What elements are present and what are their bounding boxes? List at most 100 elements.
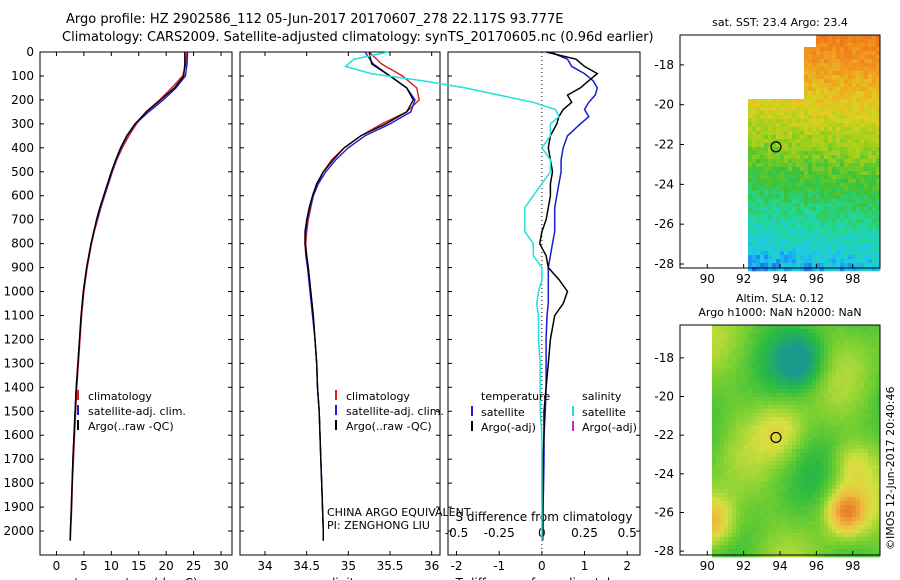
sla-map-cell bbox=[780, 385, 785, 390]
sla-map-cell bbox=[876, 369, 881, 374]
sst-map-cell bbox=[828, 35, 833, 40]
sla-map-cell bbox=[760, 365, 765, 370]
sst-map-cell bbox=[824, 107, 829, 112]
sla-map-cell bbox=[712, 429, 717, 434]
sst-map-cell bbox=[768, 119, 773, 124]
sla-map-cell bbox=[756, 481, 761, 486]
sla-map-cell bbox=[868, 449, 873, 454]
sla-map-cell bbox=[756, 353, 761, 358]
sst-map-cell bbox=[860, 127, 865, 132]
sla-map-cell bbox=[752, 401, 757, 406]
sla-map-cell bbox=[876, 513, 881, 518]
sla-map-cell bbox=[804, 329, 809, 334]
sla-map-cell bbox=[760, 377, 765, 382]
sst-map-cell bbox=[796, 159, 801, 164]
sst-map-cell bbox=[876, 191, 881, 196]
sla-map-cell bbox=[720, 529, 725, 534]
sst-map-cell bbox=[844, 203, 849, 208]
sst-map-cell bbox=[872, 239, 877, 244]
sla-map-cell bbox=[840, 513, 845, 518]
sst-map-cell bbox=[840, 155, 845, 160]
sla-map-cell bbox=[876, 473, 881, 478]
sst-map-cell bbox=[804, 239, 809, 244]
sla-map-cell bbox=[796, 409, 801, 414]
depth-tick-label: 1600 bbox=[3, 428, 34, 442]
sst-map-cell bbox=[816, 159, 821, 164]
sla-map-cell bbox=[764, 441, 769, 446]
sst-map-cell bbox=[784, 139, 789, 144]
sla-map-cell bbox=[732, 417, 737, 422]
sla-map-cell bbox=[804, 349, 809, 354]
sst-map-cell bbox=[828, 143, 833, 148]
sst-map-cell bbox=[764, 235, 769, 240]
sst-map-cell bbox=[832, 267, 837, 272]
sla-map-cell bbox=[800, 325, 805, 330]
sst-map-cell bbox=[836, 107, 841, 112]
sla-map-cell bbox=[876, 421, 881, 426]
sla-map-cell bbox=[716, 401, 721, 406]
sla-map-cell bbox=[876, 345, 881, 350]
sst-map-cell bbox=[820, 39, 825, 44]
sst-map-cell bbox=[832, 235, 837, 240]
sst-map-cell bbox=[868, 99, 873, 104]
sla-map-cell bbox=[744, 337, 749, 342]
sla-map-cell bbox=[860, 505, 865, 510]
sst-map-cell bbox=[848, 39, 853, 44]
sst-map-cell bbox=[836, 243, 841, 248]
sla-map-cell bbox=[824, 477, 829, 482]
sla-map-cell bbox=[712, 525, 717, 530]
sla-map-cell bbox=[844, 417, 849, 422]
sla-map-cell bbox=[844, 469, 849, 474]
sst-map-cell bbox=[856, 175, 861, 180]
sst-map-cell bbox=[816, 111, 821, 116]
sst-map-cell bbox=[876, 199, 881, 204]
sla-map-cell bbox=[824, 453, 829, 458]
sla-map-cell bbox=[712, 333, 717, 338]
sla-map-cell bbox=[848, 417, 853, 422]
sla-map-cell bbox=[772, 393, 777, 398]
sla-map-cell bbox=[780, 453, 785, 458]
sla-map-cell bbox=[800, 533, 805, 538]
sst-map-cell bbox=[788, 171, 793, 176]
sla-map-cell bbox=[800, 473, 805, 478]
sst-map-cell bbox=[856, 143, 861, 148]
sst-map-cell bbox=[852, 143, 857, 148]
sla-map-cell bbox=[768, 429, 773, 434]
sla-map-cell bbox=[820, 481, 825, 486]
sst-map-cell bbox=[856, 179, 861, 184]
sla-map-cell bbox=[860, 461, 865, 466]
sla-map-cell bbox=[768, 501, 773, 506]
sla-map-cell bbox=[724, 449, 729, 454]
sla-map-cell bbox=[860, 517, 865, 522]
sla-map-cell bbox=[836, 345, 841, 350]
sla-map-cell bbox=[736, 509, 741, 514]
sst-map-cell bbox=[860, 79, 865, 84]
sla-map-cell bbox=[752, 481, 757, 486]
sla-map-cell bbox=[736, 469, 741, 474]
sst-map-cell bbox=[852, 207, 857, 212]
sst-map-cell bbox=[772, 123, 777, 128]
sst-map-cell bbox=[812, 131, 817, 136]
sla-map-cell bbox=[772, 493, 777, 498]
sst-map-cell bbox=[852, 159, 857, 164]
sla-map-cell bbox=[832, 453, 837, 458]
sla-map-cell bbox=[840, 429, 845, 434]
sst-map-cell bbox=[860, 143, 865, 148]
sst-map-cell bbox=[800, 107, 805, 112]
sla-map-cell bbox=[788, 501, 793, 506]
sla-map-cell bbox=[824, 465, 829, 470]
sla-map-cell bbox=[760, 449, 765, 454]
sla-map-cell bbox=[720, 389, 725, 394]
sst-map-cell bbox=[872, 199, 877, 204]
sst-map-cell bbox=[752, 103, 757, 108]
sst-map-cell bbox=[788, 119, 793, 124]
sst-map-cell bbox=[836, 111, 841, 116]
sla-map-cell bbox=[744, 349, 749, 354]
sla-map-cell bbox=[728, 377, 733, 382]
sla-map-cell bbox=[848, 545, 853, 550]
sla-map-cell bbox=[756, 421, 761, 426]
sla-map-cell bbox=[840, 417, 845, 422]
sla-map-cell bbox=[820, 353, 825, 358]
sla-map-cell bbox=[756, 489, 761, 494]
